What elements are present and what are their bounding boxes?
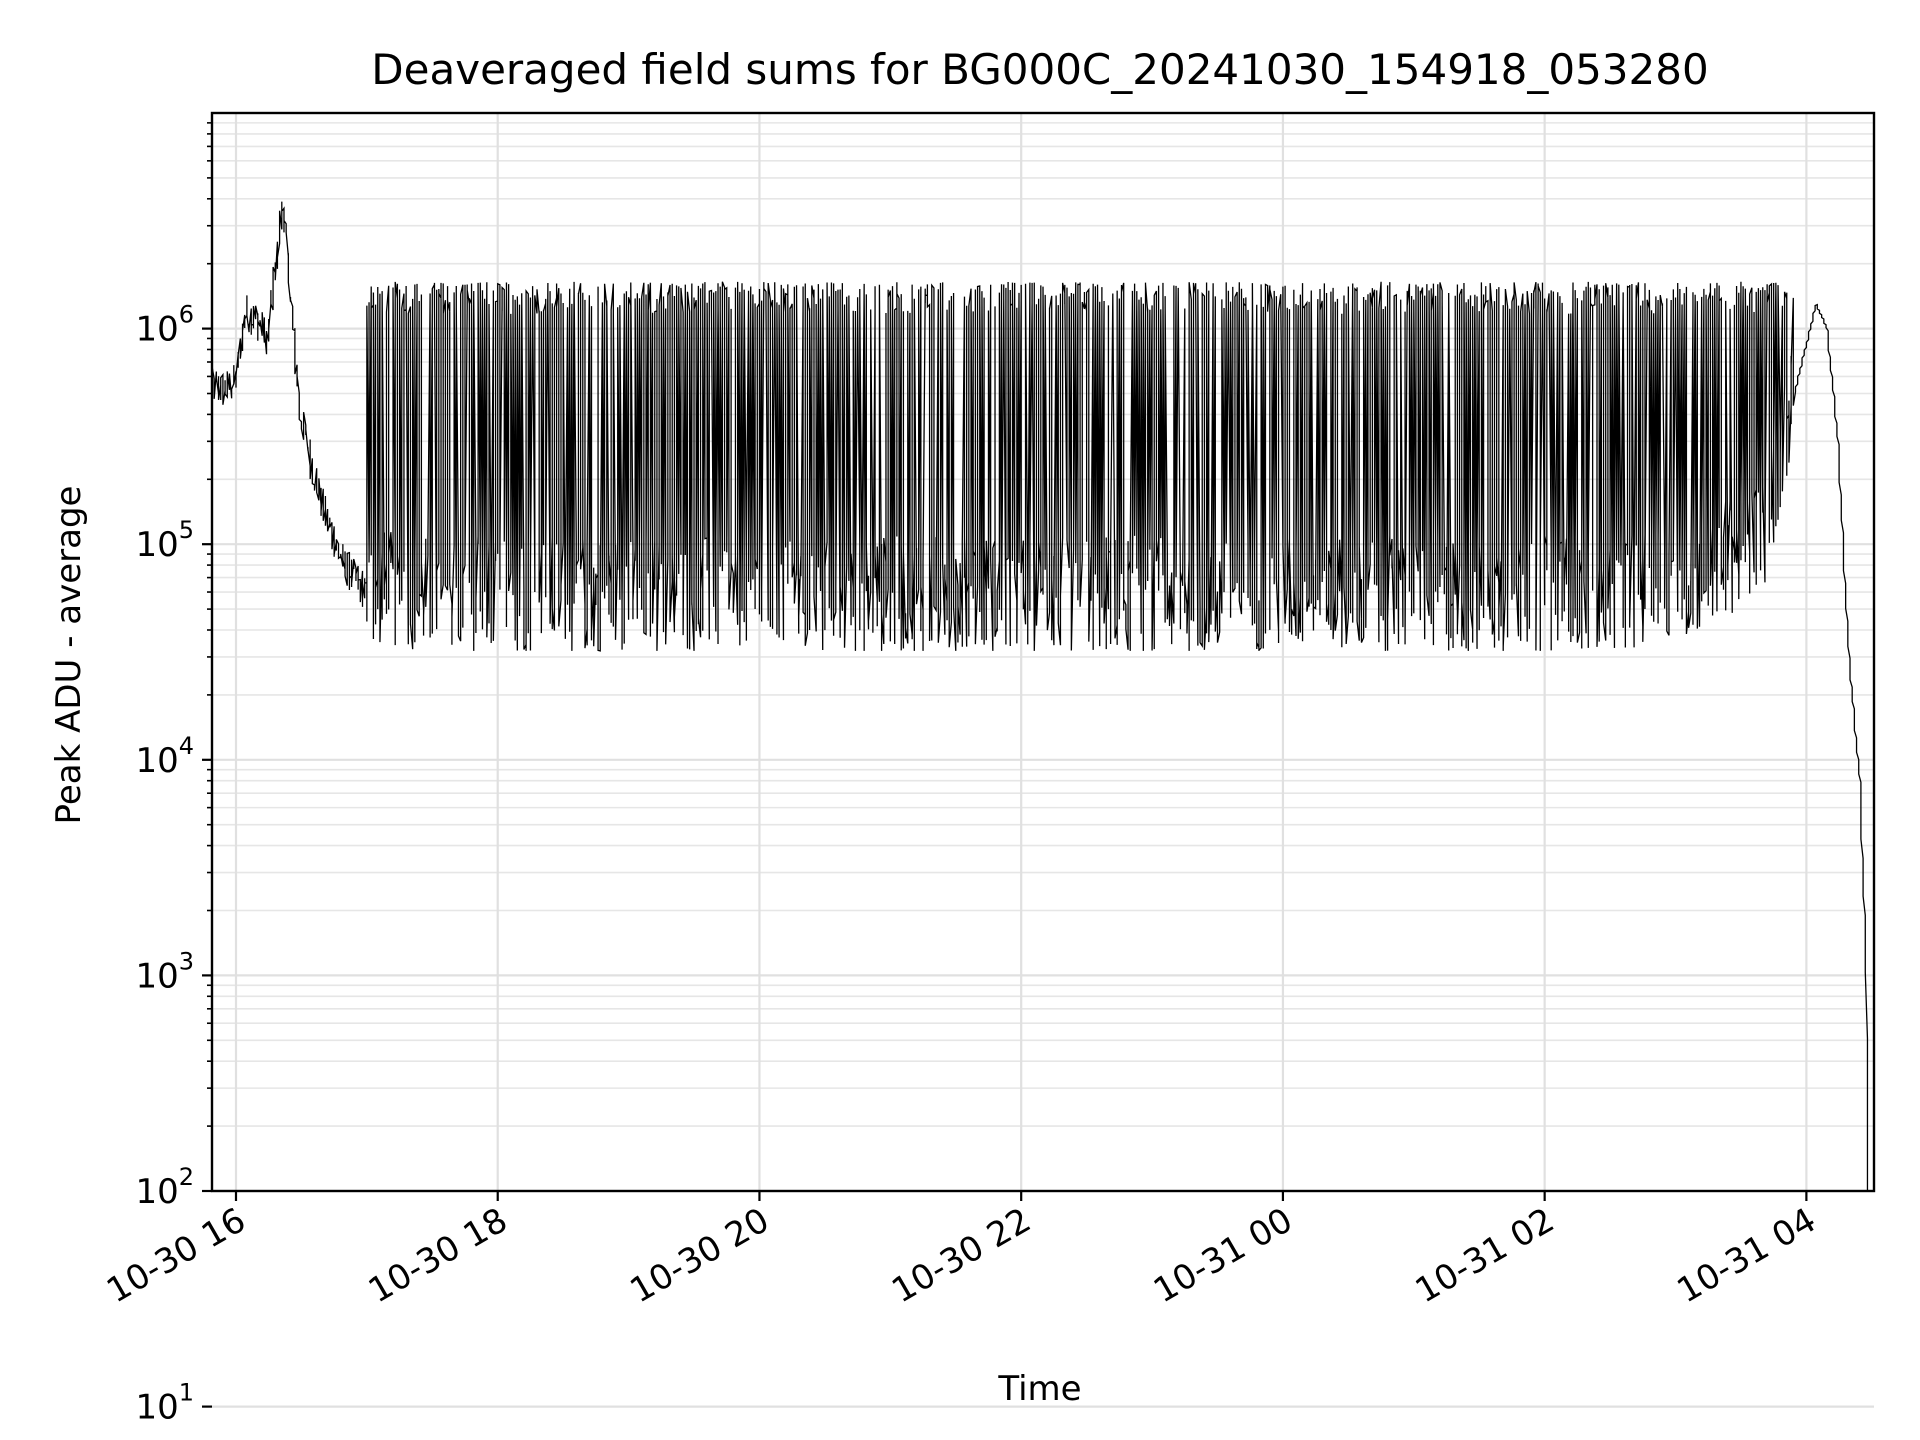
- y-tick-label: 104: [135, 732, 194, 781]
- x-tick-label: 10-30 16: [100, 1200, 252, 1311]
- y-tick-label: 102: [135, 1163, 194, 1212]
- x-tick-label: 10-31 04: [1670, 1200, 1822, 1311]
- chart-title: Deaveraged field sums for BG000C_2024103…: [371, 45, 1708, 94]
- x-tick-label: 10-30 22: [885, 1200, 1037, 1311]
- y-tick-label: 105: [135, 516, 194, 565]
- ticks: 101 102 103 104 105 106 10-30 16 10-30 18 10-30 …: [100, 122, 1823, 1428]
- x-axis-title: Time: [997, 1369, 1081, 1409]
- y-tick-label: 103: [135, 947, 194, 996]
- x-tick-label: 10-30 18: [362, 1200, 514, 1311]
- plot-frame: [210, 111, 1876, 1193]
- y-tick-label: 106: [135, 301, 194, 350]
- series-line: [212, 201, 1869, 1191]
- x-tick-label: 10-31 02: [1409, 1200, 1561, 1311]
- y-axis-title: Peak ADU - average: [49, 486, 89, 825]
- series-layer: [212, 201, 1869, 1191]
- x-tick-label: 10-31 00: [1147, 1200, 1299, 1311]
- x-tick-label: 10-30 20: [624, 1200, 776, 1311]
- y-tick-label: 101: [135, 1379, 194, 1428]
